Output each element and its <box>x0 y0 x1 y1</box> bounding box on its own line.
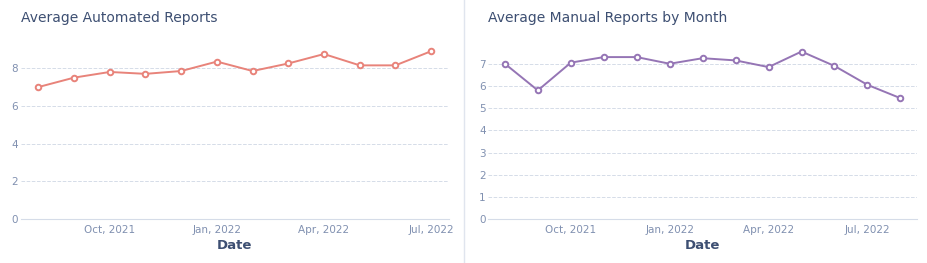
X-axis label: Date: Date <box>684 239 719 252</box>
Text: Average Automated Reports: Average Automated Reports <box>20 11 217 25</box>
X-axis label: Date: Date <box>217 239 252 252</box>
Text: Average Manual Reports by Month: Average Manual Reports by Month <box>488 11 727 25</box>
